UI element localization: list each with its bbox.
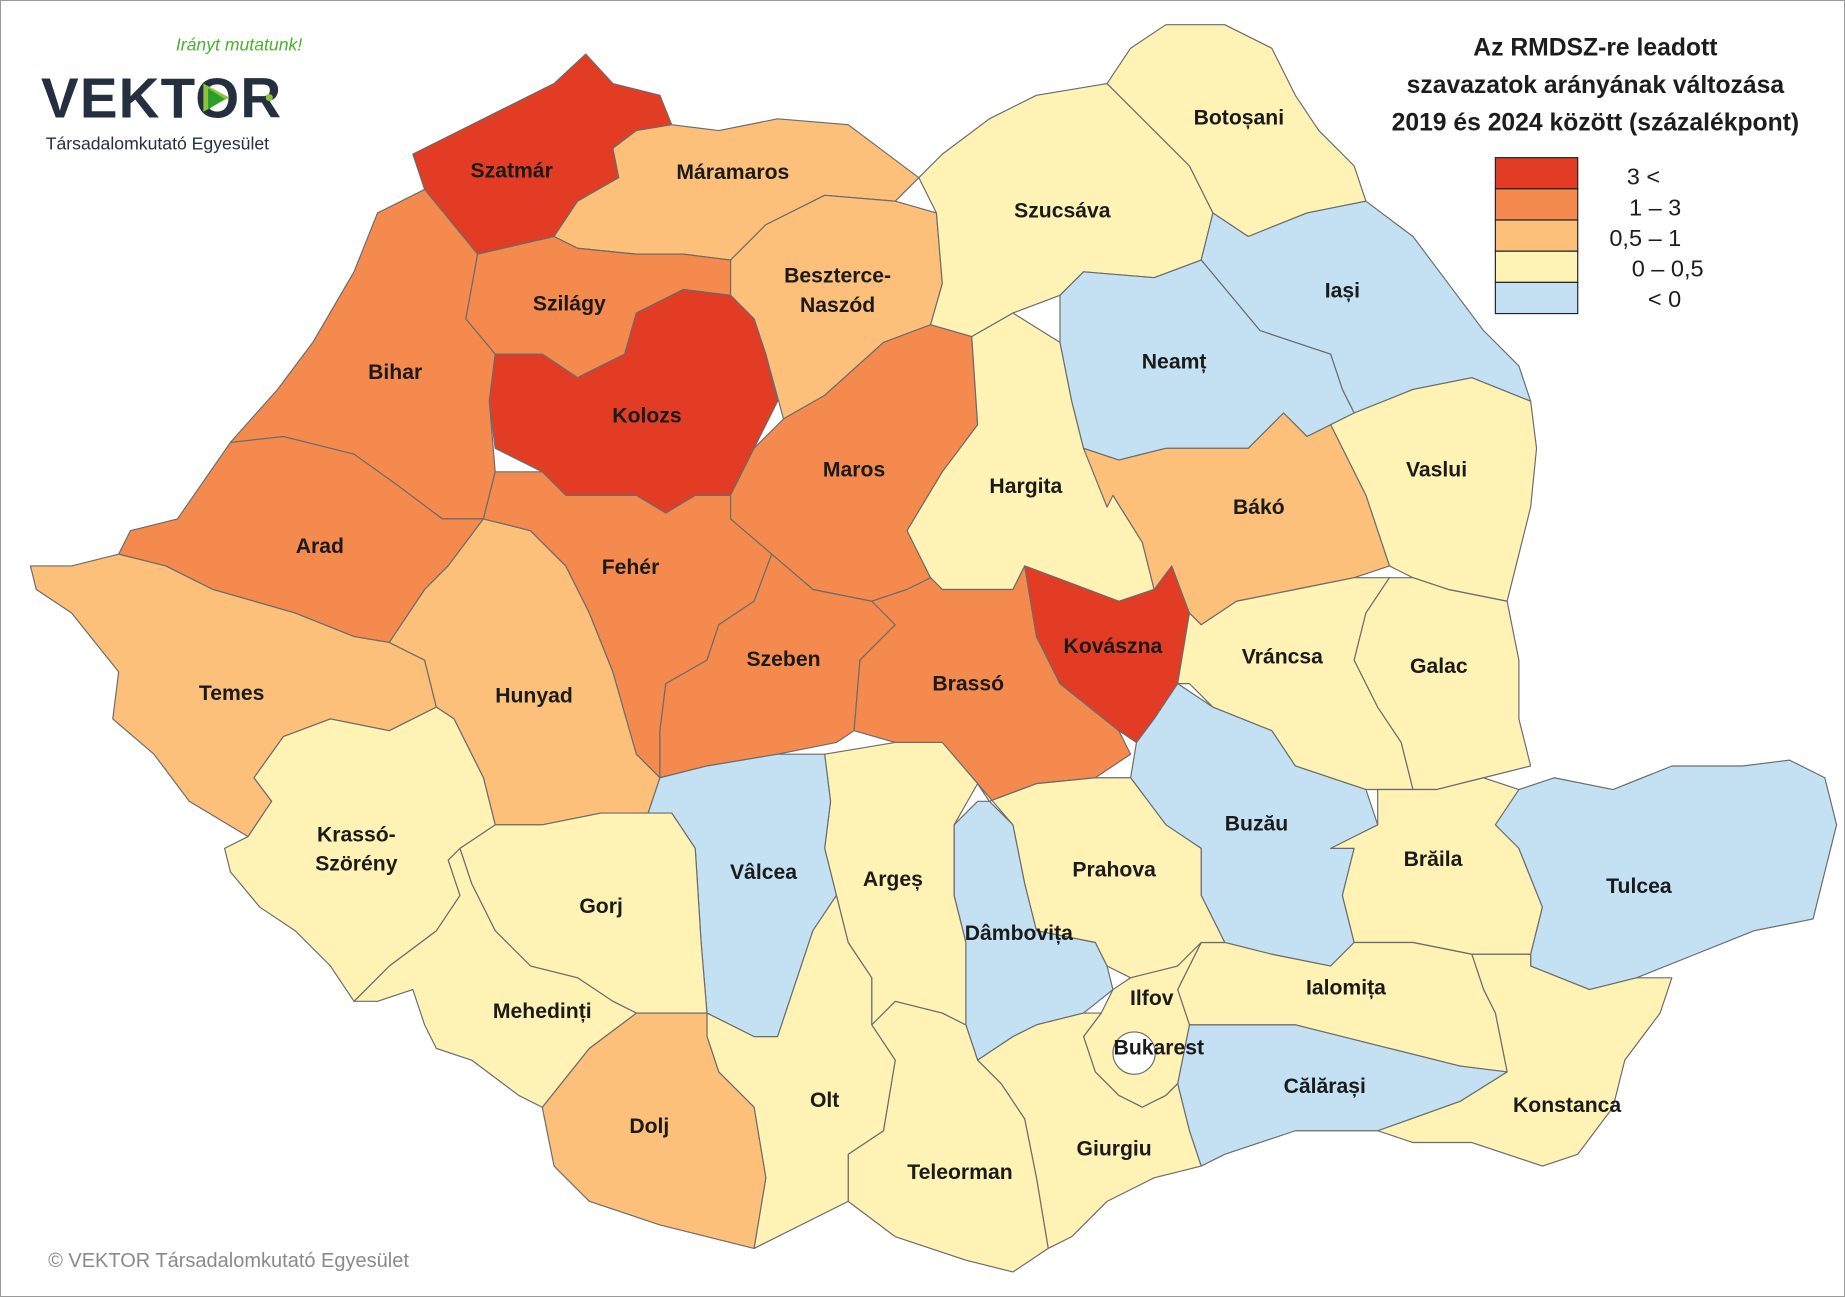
county-label: Teleorman <box>907 1161 1012 1184</box>
play-icon <box>203 83 273 112</box>
county-bukarest <box>1112 1031 1156 1075</box>
logo-organization: Társadalomkutató Egyesület <box>46 133 269 153</box>
county-label: Călărași <box>1284 1075 1366 1098</box>
county-label: Gorj <box>579 895 622 918</box>
county-label: Beszterce-Naszód <box>784 264 891 316</box>
county-label: Ilfov <box>1130 987 1174 1010</box>
county-label: Dâmbovița <box>965 922 1073 945</box>
legend: 3 < 1 – 3 0,5 – 1 0 – 0,5 < 0 <box>1494 157 1704 315</box>
legend-label: 0 – 0,5 <box>1632 255 1704 281</box>
legend-label: 3 < <box>1627 164 1660 190</box>
copyright-footer: © VEKTOR Társadalomkutató Egyesület <box>48 1250 409 1272</box>
legend-label: 1 – 3 <box>1629 194 1681 220</box>
county-label: Bákó <box>1233 496 1285 519</box>
county-botoșani <box>1106 24 1367 238</box>
county-label: Iași <box>1325 280 1360 303</box>
county-label: Hargita <box>989 475 1062 498</box>
county-label: Ialomița <box>1306 976 1386 999</box>
legend-swatch <box>1494 219 1579 252</box>
title-line-1: Az RMDSZ-re leadott <box>1473 34 1717 61</box>
county-label: Hunyad <box>495 684 573 707</box>
county-label: Arad <box>296 535 344 558</box>
county-label: Fehér <box>602 556 660 579</box>
county-label: Konstanca <box>1513 1094 1621 1117</box>
vektor-logo: Irányt mutatunk! VEKTOR Társadalomkutató… <box>41 35 302 154</box>
county-layer <box>29 24 1838 1273</box>
county-label: Szatmár <box>471 160 553 183</box>
legend-swatch <box>1494 188 1579 221</box>
county-label: Bukarest <box>1114 1036 1205 1059</box>
county-label: Kovászna <box>1064 635 1163 658</box>
legend-label: < 0 <box>1648 286 1681 312</box>
county-label: Galac <box>1410 655 1468 678</box>
county-label: Prahova <box>1072 859 1156 882</box>
county-label: Argeș <box>863 868 923 891</box>
county-label: Maros <box>823 459 885 482</box>
legend-swatch <box>1494 157 1579 190</box>
county-label: Szilágy <box>533 293 606 316</box>
county-label: Vâlcea <box>730 861 797 884</box>
county-label: Botoșani <box>1194 107 1285 130</box>
county-label: Vaslui <box>1406 459 1467 482</box>
county-label: Giurgiu <box>1077 1137 1152 1160</box>
county-label: Neamț <box>1142 350 1207 373</box>
title-line-3: 2019 és 2024 között (százalékpont) <box>1392 110 1800 137</box>
county-label: Buzău <box>1225 813 1288 836</box>
legend-label: 0,5 – 1 <box>1609 225 1681 251</box>
county-tulcea <box>1494 759 1838 991</box>
logo-slogan: Irányt mutatunk! <box>176 35 302 55</box>
county-label: Szeben <box>746 648 820 671</box>
county-label: Szucsáva <box>1014 200 1111 223</box>
title-line-2: szavazatok arányának változása <box>1407 72 1785 99</box>
county-label: Kolozs <box>612 404 681 427</box>
logo-brand: VEKTOR <box>41 67 282 130</box>
county-label-layer: Szatmár Máramaros Beszterce-Naszód Szilágy B… <box>199 107 1672 1184</box>
county-label: Máramaros <box>676 161 789 184</box>
county-label: Olt <box>810 1089 839 1112</box>
county-label: Bihar <box>368 361 422 384</box>
county-label: Vráncsa <box>1242 646 1323 669</box>
map-title: Az RMDSZ-re leadott szavazatok arányának… <box>1392 34 1800 136</box>
county-label: Tulcea <box>1606 875 1672 898</box>
county-label: Krassó-Szörény <box>315 823 398 875</box>
county-label: Temes <box>199 682 264 705</box>
county-label: Dolj <box>629 1115 669 1138</box>
legend-swatch <box>1494 250 1579 283</box>
county-label: Brăila <box>1404 848 1463 871</box>
county-krassó-szörény <box>223 706 496 1002</box>
county-label: Brassó <box>932 673 1004 696</box>
county-label: Mehedinți <box>493 1000 592 1023</box>
legend-swatch <box>1494 281 1579 315</box>
